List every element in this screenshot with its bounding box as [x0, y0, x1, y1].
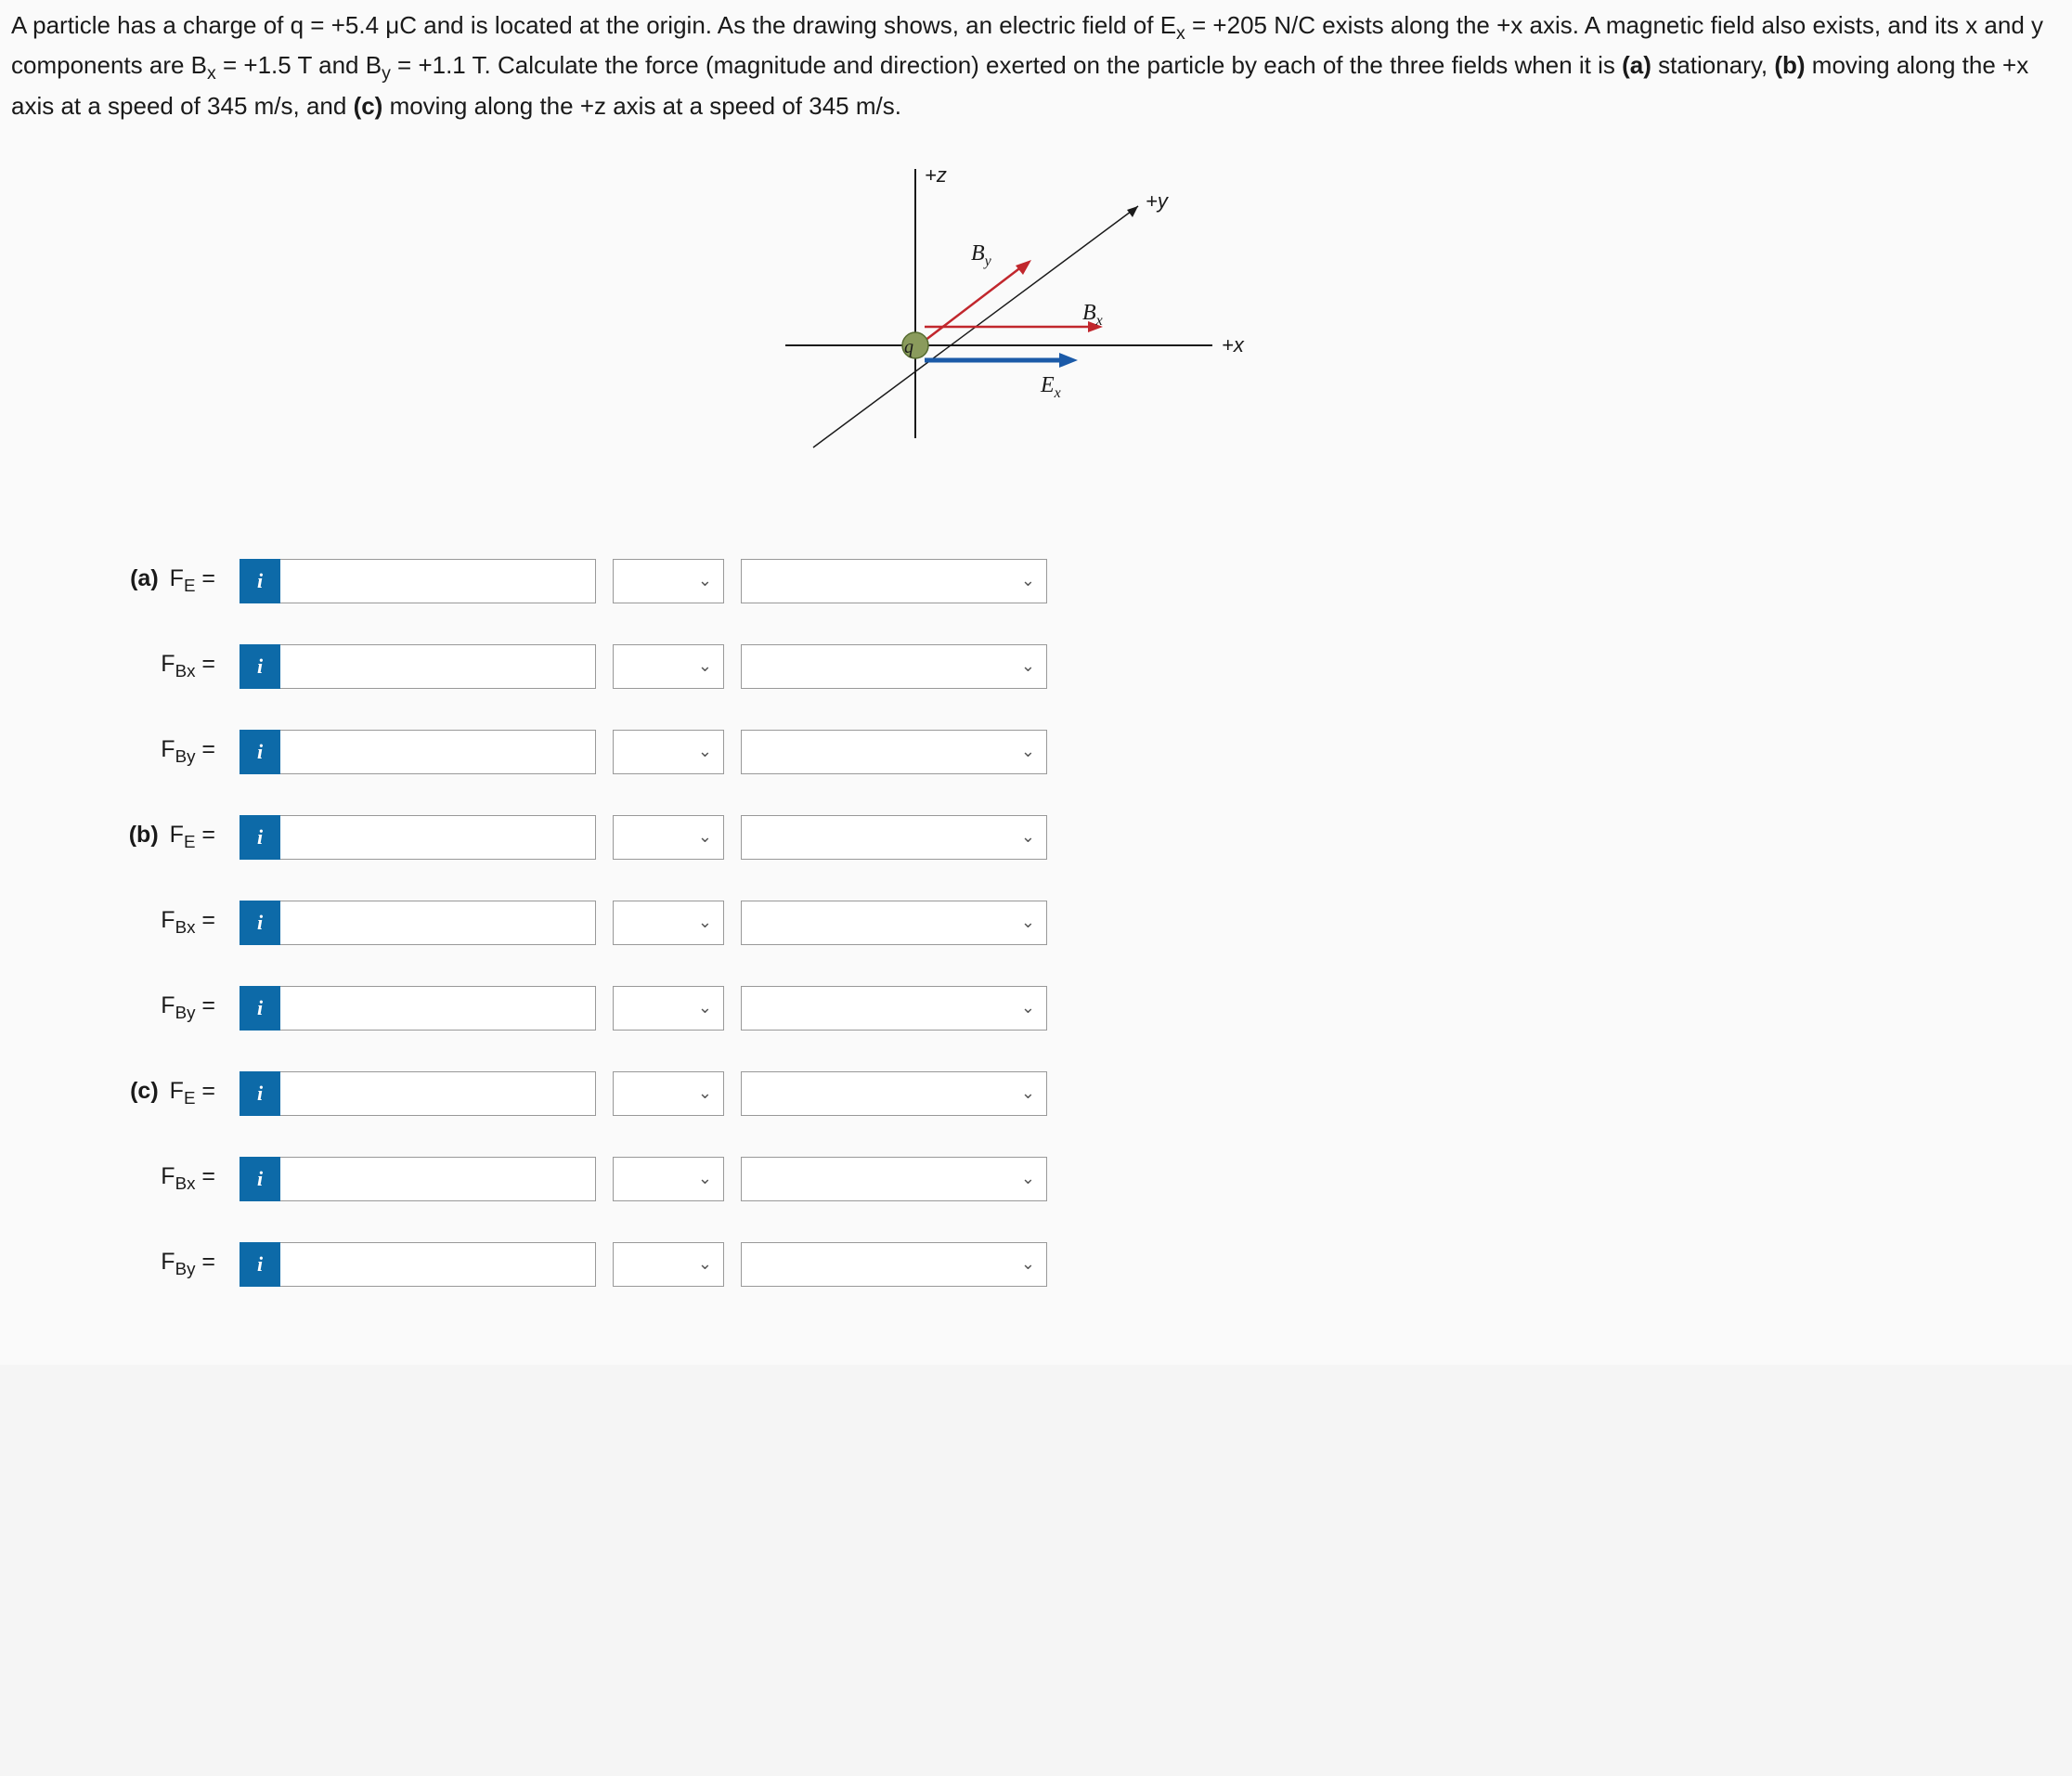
chevron-down-icon: ⌄ [698, 1083, 712, 1103]
chevron-down-icon: ⌄ [1021, 571, 1035, 590]
chevron-down-icon: ⌄ [1021, 656, 1035, 676]
row-label: (a)FE = [37, 565, 223, 596]
info-icon[interactable]: i [240, 986, 280, 1031]
direction-select[interactable]: ⌄ [741, 644, 1047, 689]
info-icon[interactable]: i [240, 815, 280, 860]
question-text: A particle has a charge of q = +5.4 μC a… [0, 0, 2072, 132]
value-input-group: i [240, 644, 596, 689]
unit-select[interactable]: ⌄ [613, 1157, 724, 1201]
info-icon[interactable]: i [240, 1157, 280, 1201]
row-label: FBy = [37, 992, 223, 1023]
value-input-group: i [240, 1071, 596, 1116]
chevron-down-icon: ⌄ [1021, 742, 1035, 761]
svg-text:Ex: Ex [1040, 373, 1061, 401]
value-input-group: i [240, 815, 596, 860]
value-input[interactable] [280, 901, 596, 945]
info-icon[interactable]: i [240, 644, 280, 689]
chevron-down-icon: ⌄ [698, 656, 712, 676]
unit-select[interactable]: ⌄ [613, 730, 724, 774]
value-input[interactable] [280, 1071, 596, 1116]
direction-select[interactable]: ⌄ [741, 986, 1047, 1031]
value-input[interactable] [280, 986, 596, 1031]
row-label: (b)FE = [37, 822, 223, 852]
chevron-down-icon: ⌄ [698, 913, 712, 932]
chevron-down-icon: ⌄ [698, 571, 712, 590]
chevron-down-icon: ⌄ [1021, 827, 1035, 847]
chevron-down-icon: ⌄ [1021, 1169, 1035, 1188]
value-input-group: i [240, 559, 596, 603]
value-input[interactable] [280, 559, 596, 603]
answer-row: FBx = i ⌄ ⌄ [37, 1157, 2035, 1201]
direction-select[interactable]: ⌄ [741, 901, 1047, 945]
row-label: (c)FE = [37, 1078, 223, 1108]
diagram-container: +z +y +x By Bx Ex q [0, 132, 2072, 550]
info-icon[interactable]: i [240, 901, 280, 945]
x-axis-label: +x [1222, 333, 1245, 356]
value-input-group: i [240, 986, 596, 1031]
unit-select[interactable]: ⌄ [613, 986, 724, 1031]
direction-select[interactable]: ⌄ [741, 815, 1047, 860]
unit-select[interactable]: ⌄ [613, 644, 724, 689]
direction-select[interactable]: ⌄ [741, 730, 1047, 774]
value-input[interactable] [280, 1242, 596, 1287]
row-label: FBx = [37, 1163, 223, 1194]
value-input-group: i [240, 730, 596, 774]
chevron-down-icon: ⌄ [1021, 1254, 1035, 1274]
unit-select[interactable]: ⌄ [613, 901, 724, 945]
direction-select[interactable]: ⌄ [741, 1157, 1047, 1201]
svg-text:By: By [971, 241, 992, 269]
row-label: FBx = [37, 907, 223, 938]
answer-row: FBx = i ⌄ ⌄ [37, 644, 2035, 689]
info-icon[interactable]: i [240, 730, 280, 774]
svg-text:Bx: Bx [1082, 301, 1103, 329]
info-icon[interactable]: i [240, 559, 280, 603]
info-icon[interactable]: i [240, 1071, 280, 1116]
z-axis-label: +z [925, 163, 947, 187]
row-label: FBx = [37, 651, 223, 681]
chevron-down-icon: ⌄ [698, 1254, 712, 1274]
answer-row: FBy = i ⌄ ⌄ [37, 986, 2035, 1031]
chevron-down-icon: ⌄ [698, 742, 712, 761]
unit-select[interactable]: ⌄ [613, 1071, 724, 1116]
unit-select[interactable]: ⌄ [613, 1242, 724, 1287]
answer-row: (b)FE = i ⌄ ⌄ [37, 815, 2035, 860]
unit-select[interactable]: ⌄ [613, 559, 724, 603]
answer-row: (a)FE = i ⌄ ⌄ [37, 559, 2035, 603]
svg-text:q: q [904, 337, 913, 357]
value-input-group: i [240, 1157, 596, 1201]
chevron-down-icon: ⌄ [698, 1169, 712, 1188]
value-input[interactable] [280, 815, 596, 860]
value-input[interactable] [280, 730, 596, 774]
chevron-down-icon: ⌄ [698, 827, 712, 847]
direction-select[interactable]: ⌄ [741, 1071, 1047, 1116]
chevron-down-icon: ⌄ [1021, 913, 1035, 932]
direction-select[interactable]: ⌄ [741, 559, 1047, 603]
value-input[interactable] [280, 1157, 596, 1201]
answer-row: (c)FE = i ⌄ ⌄ [37, 1071, 2035, 1116]
info-icon[interactable]: i [240, 1242, 280, 1287]
row-label: FBy = [37, 1249, 223, 1279]
chevron-down-icon: ⌄ [1021, 998, 1035, 1018]
direction-select[interactable]: ⌄ [741, 1242, 1047, 1287]
unit-select[interactable]: ⌄ [613, 815, 724, 860]
value-input-group: i [240, 1242, 596, 1287]
chevron-down-icon: ⌄ [1021, 1083, 1035, 1103]
row-label: FBy = [37, 736, 223, 767]
answer-row: FBy = i ⌄ ⌄ [37, 730, 2035, 774]
y-axis-label: +y [1146, 189, 1170, 213]
value-input-group: i [240, 901, 596, 945]
value-input[interactable] [280, 644, 596, 689]
answers-section: (a)FE =i⌄⌄FBx =i⌄⌄FBy =i⌄⌄(b)FE =i⌄⌄FBx … [0, 550, 2072, 1365]
coordinate-diagram: +z +y +x By Bx Ex q [785, 160, 1287, 494]
answer-row: FBy = i ⌄ ⌄ [37, 1242, 2035, 1287]
chevron-down-icon: ⌄ [698, 998, 712, 1018]
answer-row: FBx = i ⌄ ⌄ [37, 901, 2035, 945]
